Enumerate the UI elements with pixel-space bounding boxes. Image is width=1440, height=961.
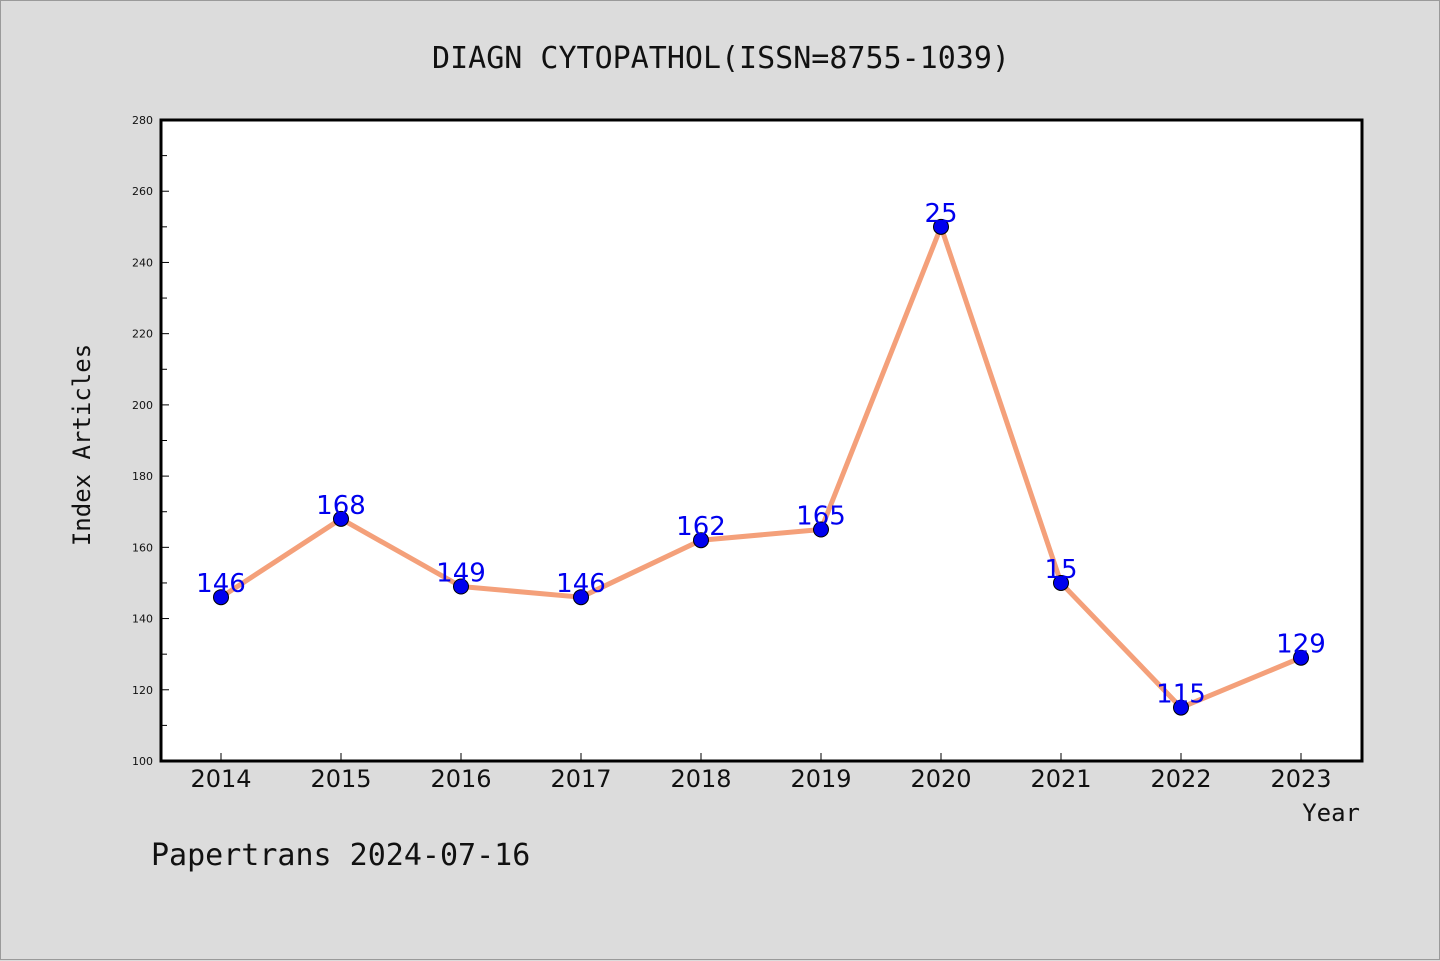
y-tick-label: 200	[132, 399, 153, 412]
y-tick-label: 260	[132, 185, 153, 198]
data-label: 115	[1156, 680, 1206, 710]
data-point	[573, 589, 589, 606]
data-point	[213, 589, 229, 606]
x-axis-label: Year	[1302, 799, 1360, 827]
data-label: 15	[1044, 555, 1077, 585]
data-point	[333, 510, 349, 527]
x-tick-label: 2016	[430, 765, 491, 793]
x-axis: 2014 2015 2016 2017 2018 2019 2020 2021 2022 2023	[190, 753, 1332, 793]
footer-text: Papertrans 2024-07-16	[151, 838, 530, 873]
x-tick-label: 2017	[550, 765, 611, 793]
chart-title: DIAGN CYTOPATHOL(ISSN=8755-1039)	[432, 41, 1010, 76]
series-line	[219, 224, 1302, 711]
x-tick-label: 2015	[310, 765, 371, 793]
x-tick-label: 2018	[670, 765, 731, 793]
data-point	[813, 521, 829, 538]
y-axis-label: Index Articles	[68, 344, 96, 546]
x-tick-label: 2023	[1270, 765, 1331, 793]
y-tick-label: 140	[132, 613, 153, 626]
data-point	[1293, 649, 1309, 666]
data-point	[1053, 574, 1069, 591]
data-label: 165	[796, 502, 846, 532]
data-label: 162	[676, 512, 726, 542]
data-label: 146	[556, 569, 606, 599]
y-tick-label: 120	[132, 684, 153, 697]
data-point	[693, 532, 709, 549]
data-label: 129	[1276, 630, 1326, 660]
data-point	[453, 578, 469, 595]
y-tick-label: 100	[132, 755, 153, 768]
plot-area	[159, 118, 1364, 763]
x-tick-label: 2021	[1030, 765, 1091, 793]
data-point	[933, 218, 949, 235]
x-tick-label: 2022	[1150, 765, 1211, 793]
y-tick-label: 160	[132, 541, 153, 554]
x-tick-label: 2014	[190, 765, 251, 793]
y-tick-label: 220	[132, 328, 153, 341]
data-point	[1173, 699, 1189, 716]
y-tick-label: 280	[132, 114, 153, 127]
y-axis: 100 120 140 160 180 200 220 240 260 280	[132, 114, 169, 768]
series-markers	[213, 218, 1309, 716]
data-label: 146	[196, 569, 246, 599]
x-tick-label: 2019	[790, 765, 851, 793]
data-label: 168	[316, 491, 366, 521]
y-tick-label: 240	[132, 256, 153, 269]
data-label: 25	[924, 199, 957, 229]
x-tick-label: 2020	[910, 765, 971, 793]
y-tick-label: 180	[132, 470, 153, 483]
data-label: 149	[436, 559, 486, 589]
data-labels: 146 168 149 146 162 165 25 15 115 129	[196, 199, 1326, 710]
